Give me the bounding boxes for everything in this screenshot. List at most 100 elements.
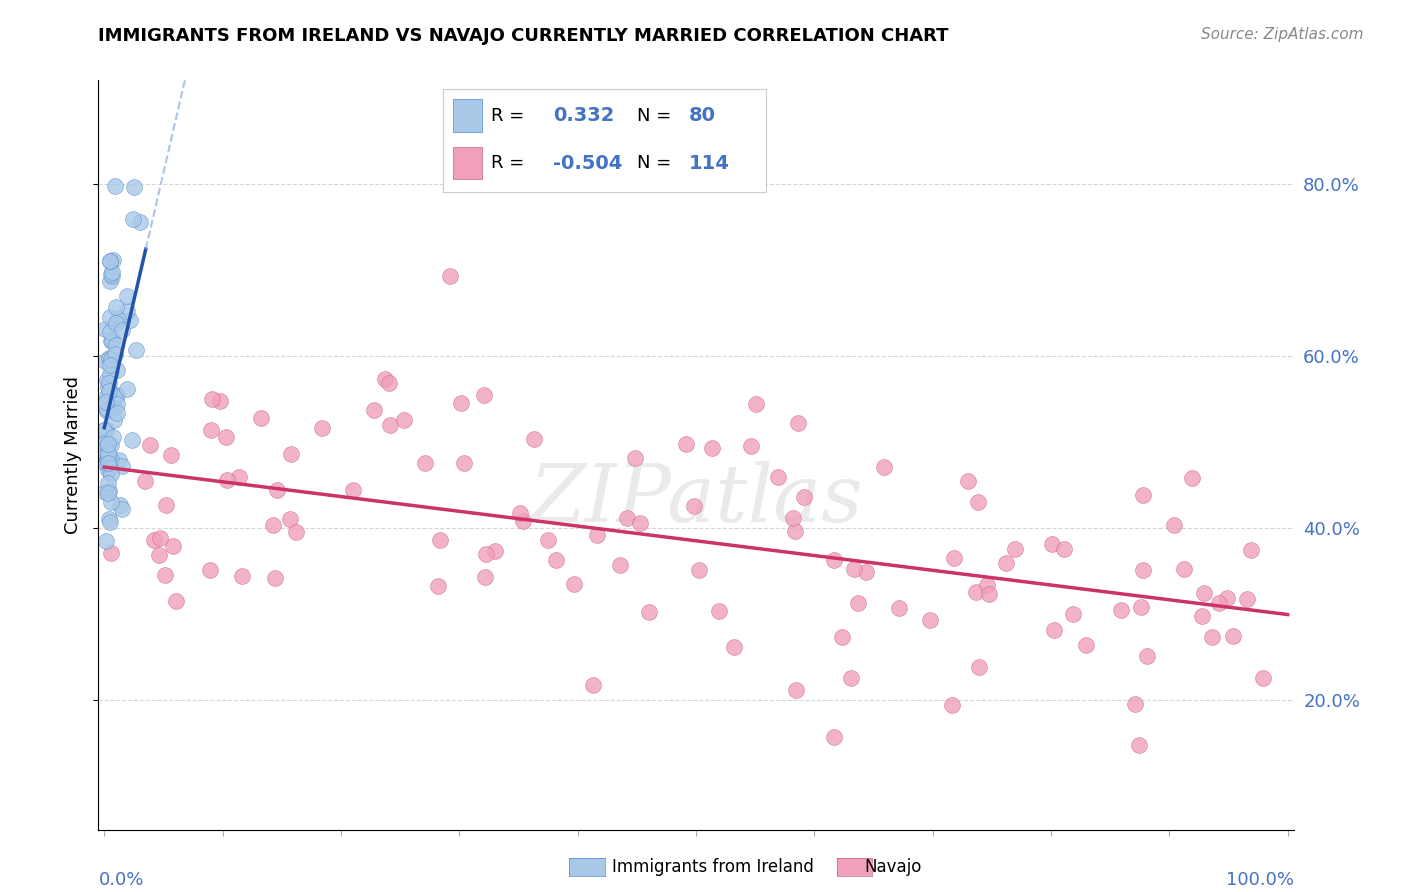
Point [413, 456, 436, 470]
Point [689, 563, 711, 577]
Point [976, 578, 998, 592]
Point [823, 731, 845, 745]
Text: Immigrants from Ireland: Immigrants from Ireland [612, 858, 814, 876]
Point [115, 288, 138, 302]
Point [100, 495, 122, 509]
Point [707, 604, 730, 618]
Point [873, 460, 896, 475]
Point [1128, 738, 1150, 752]
Point [278, 512, 301, 526]
Point [228, 470, 250, 484]
Point [98, 253, 121, 268]
Point [1216, 591, 1239, 605]
Point [96, 451, 118, 466]
Point [392, 413, 415, 427]
Text: N =: N = [637, 107, 671, 125]
Point [101, 333, 124, 347]
Point [474, 569, 496, 583]
Point [98, 253, 121, 268]
Point [111, 323, 134, 337]
Point [1004, 542, 1026, 557]
Point [1130, 600, 1153, 615]
Point [1236, 592, 1258, 607]
Point [101, 430, 124, 444]
Point [700, 442, 723, 456]
Point [97, 384, 120, 398]
Point [98, 460, 121, 475]
Point [165, 593, 187, 607]
Point [262, 518, 284, 533]
Point [155, 567, 177, 582]
Point [266, 483, 288, 497]
Point [1163, 517, 1185, 532]
Point [162, 539, 184, 553]
Point [785, 682, 807, 697]
Point [97, 450, 120, 465]
Point [107, 453, 129, 467]
Point [378, 417, 401, 432]
Point [675, 437, 697, 451]
Point [121, 433, 143, 447]
Point [628, 516, 651, 530]
Point [104, 179, 127, 194]
Point [93, 423, 115, 437]
Point [638, 605, 661, 619]
Point [918, 613, 941, 627]
Point [149, 531, 172, 545]
Point [94, 449, 117, 463]
Point [1251, 671, 1274, 685]
Point [783, 524, 806, 538]
Point [842, 562, 865, 576]
Point [523, 432, 546, 446]
Point [484, 544, 506, 558]
Text: R =: R = [492, 154, 524, 172]
Point [965, 585, 987, 599]
Text: IMMIGRANTS FROM IRELAND VS NAVAJO CURRENTLY MARRIED CORRELATION CHART: IMMIGRANTS FROM IRELAND VS NAVAJO CURREN… [98, 27, 949, 45]
Point [609, 558, 631, 572]
Point [100, 515, 122, 529]
Point [537, 533, 560, 547]
Point [215, 430, 238, 444]
Point [217, 474, 239, 488]
Point [1132, 488, 1154, 502]
Point [98, 326, 121, 340]
Point [105, 388, 128, 402]
Point [104, 389, 127, 403]
Point [96, 439, 118, 453]
Text: 0.0%: 0.0% [98, 871, 143, 888]
Point [94, 533, 117, 548]
Point [311, 421, 333, 435]
Point [249, 410, 271, 425]
Point [143, 533, 166, 547]
Point [97, 352, 120, 367]
Point [100, 546, 122, 560]
Point [941, 698, 963, 712]
Point [1076, 638, 1098, 652]
Point [509, 506, 531, 520]
Point [544, 553, 567, 567]
Point [957, 475, 980, 489]
Point [115, 304, 138, 318]
Point [121, 212, 143, 227]
Point [97, 446, 120, 460]
Point [100, 367, 122, 381]
Point [1191, 609, 1213, 624]
Point [94, 436, 117, 450]
Point [740, 439, 762, 453]
Point [831, 631, 853, 645]
Point [97, 376, 120, 391]
Point [263, 571, 285, 585]
Point [1181, 471, 1204, 485]
Point [94, 395, 117, 409]
Text: R =: R = [492, 107, 524, 125]
Point [967, 660, 990, 674]
Bar [453, 99, 482, 132]
Point [616, 511, 638, 525]
Text: ZIPatlas: ZIPatlas [529, 461, 863, 539]
Point [96, 389, 118, 403]
Point [1201, 630, 1223, 644]
Point [1192, 586, 1215, 600]
Point [624, 451, 647, 466]
Point [450, 395, 472, 409]
Point [100, 452, 122, 467]
